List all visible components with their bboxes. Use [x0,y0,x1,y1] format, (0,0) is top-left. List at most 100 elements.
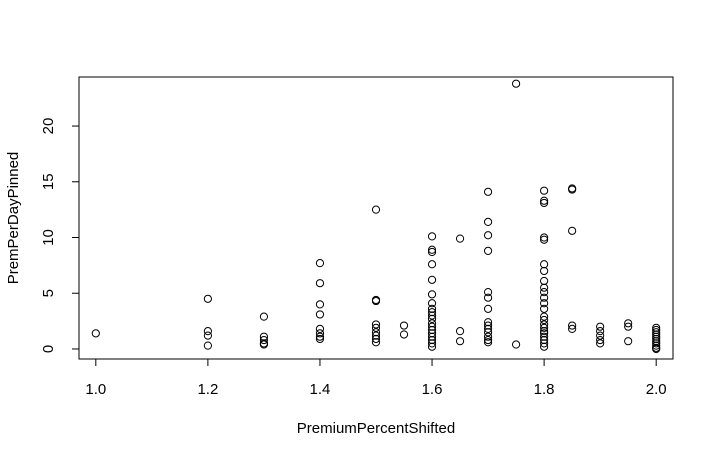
data-point [203,331,212,340]
data-point [371,320,381,329]
data-point [540,329,549,338]
data-point [596,331,605,340]
data-point [427,247,437,257]
data-point [259,335,269,345]
data-point [540,266,549,276]
data-point [540,339,549,348]
data-point [540,233,549,242]
data-points [91,79,661,354]
data-point [427,319,437,328]
data-point [483,288,493,297]
y-axis-label: PremPerDayPinned [5,152,22,285]
data-point [399,330,409,339]
data-point [371,296,381,306]
data-point [652,339,661,348]
data-point [540,276,549,286]
data-point [371,338,381,347]
data-point [399,321,409,330]
data-point [483,332,493,341]
x-tick-label: 1.8 [534,381,555,398]
data-point [315,300,325,309]
data-point [652,341,661,350]
data-point [483,304,493,313]
data-point [483,318,493,327]
data-point [540,335,549,345]
data-point [540,293,549,302]
data-point [624,337,633,346]
data-point [427,304,437,313]
data-point [596,327,605,336]
data-point [511,79,521,88]
data-point [427,299,437,308]
data-point [315,310,325,319]
y-axis: 0 5 10 15 20 [40,118,80,353]
data-point [540,327,549,336]
y-tick-label: 20 [40,118,57,135]
data-point [455,234,465,243]
data-point [203,327,212,336]
data-point [540,299,549,308]
data-point [540,323,549,332]
data-point [540,342,549,351]
data-point [427,332,437,341]
data-point [652,328,661,337]
data-point [259,312,269,321]
data-point [652,334,661,344]
data-point [427,325,437,335]
data-point [259,340,269,349]
data-point [427,245,437,254]
data-point [540,196,549,205]
data-point [540,315,549,325]
data-point [540,283,549,292]
y-tick-label: 15 [40,173,57,190]
data-point [596,322,605,331]
data-point [652,337,661,346]
y-tick-label: 5 [40,289,57,297]
data-point [483,321,493,330]
data-point [203,294,212,303]
x-axis-label: PremiumPercentShifted [297,420,455,437]
data-point [540,235,549,244]
data-point [315,279,325,288]
data-point [427,342,437,351]
data-point [455,327,465,336]
x-axis: 1.0 1.2 1.4 1.6 1.8 2.0 [85,358,667,398]
x-tick-label: 1.2 [197,381,218,398]
y-tick-label: 0 [40,345,57,353]
data-point [483,231,493,240]
data-point [652,344,661,354]
data-point [91,329,100,338]
data-point [624,319,633,328]
data-point [483,217,493,227]
data-point [596,339,605,348]
data-point [371,323,381,332]
data-point [652,330,661,339]
data-point [259,332,269,341]
data-point [483,328,493,337]
x-tick-label: 1.6 [422,381,443,398]
data-point [540,288,549,297]
data-point [427,329,437,338]
data-point [624,322,633,331]
data-point [427,232,437,241]
data-point [455,337,465,346]
data-point [427,311,437,320]
data-point [427,275,437,284]
data-point [568,185,577,194]
data-point [315,324,325,334]
data-point [652,323,661,332]
data-point [568,226,577,235]
data-point [315,332,325,341]
data-point [427,314,437,323]
data-point [203,341,212,350]
data-point [371,205,381,214]
x-tick-label: 2.0 [646,381,667,398]
data-point [483,338,493,347]
data-point [540,320,549,329]
data-point [427,339,437,348]
data-point [427,322,437,331]
data-point [540,186,549,195]
data-point [511,340,521,349]
data-point [427,290,437,299]
